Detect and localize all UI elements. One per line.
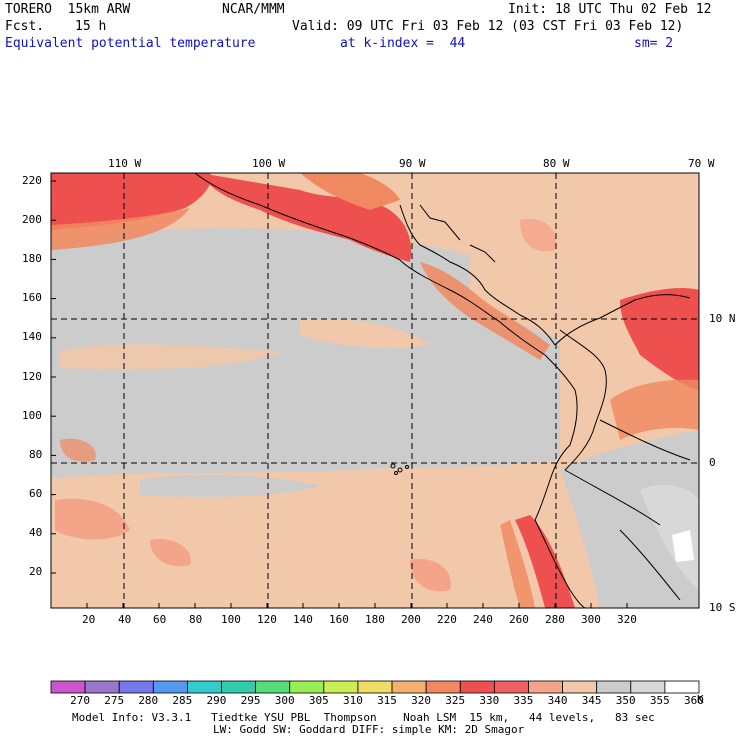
x-tick: 160 (329, 613, 349, 626)
colorbar-level-label: 300 (274, 694, 295, 707)
colorbar-level-label: 280 (138, 694, 159, 707)
colorbar-level-label: 290 (206, 694, 227, 707)
x-tick: 240 (473, 613, 493, 626)
colorbar-swatch (357, 680, 393, 694)
colorbar-level-label: 325 (445, 694, 466, 707)
x-tick: 180 (365, 613, 385, 626)
colorbar-swatch (459, 680, 495, 694)
colorbar-swatch (630, 680, 666, 694)
lon-label-100w: 100 W (252, 157, 286, 170)
colorbar-swatch (596, 680, 632, 694)
colorbar-level-label: 320 (411, 694, 432, 707)
lat-label-10n: 10 N (709, 312, 736, 325)
y-tick: 80 (29, 448, 43, 461)
lon-label-80w: 80 W (543, 157, 570, 170)
field-name: Equivalent potential temperature (5, 36, 256, 51)
x-tick: 20 (82, 613, 96, 626)
init-time: Init: 18 UTC Thu 02 Feb 12 (508, 2, 712, 17)
y-tick: 120 (22, 370, 42, 383)
colorbar-swatch (528, 680, 563, 694)
x-tick: 60 (153, 613, 167, 626)
colorbar-level-label: 310 (342, 694, 363, 707)
colorbar-swatch (562, 680, 598, 694)
y-tick: 160 (22, 291, 42, 304)
y-tick: 200 (22, 213, 42, 226)
center-title: NCAR/MMM (222, 2, 285, 17)
lon-label-110w: 110 W (108, 157, 142, 170)
x-tick: 320 (617, 613, 637, 626)
colorbar-level-label: 335 (513, 694, 534, 707)
colorbar-swatch (152, 680, 188, 694)
colorbar-swatch (391, 680, 427, 694)
y-tick: 180 (22, 252, 42, 265)
colorbar-swatch (84, 680, 120, 694)
model-info: Model Info: V3.3.1 Tiedtke YSU PBL Thomp… (72, 711, 655, 724)
coastlines (194, 173, 691, 608)
y-tick: 20 (29, 565, 43, 578)
colorbar-swatch (221, 680, 257, 694)
x-tick: 200 (401, 613, 421, 626)
x-tick: 80 (189, 613, 203, 626)
colorbar (50, 680, 700, 694)
colorbar-level-label: 295 (240, 694, 261, 707)
colorbar-level-label: 275 (104, 694, 125, 707)
x-tick: 260 (509, 613, 529, 626)
x-tick: 100 (221, 613, 241, 626)
y-tick: 140 (22, 330, 42, 343)
smoothing-info: sm= 2 (634, 36, 674, 51)
theta-e-field (51, 173, 699, 608)
colorbar-swatch (664, 680, 700, 694)
x-tick: 120 (257, 613, 277, 626)
colorbar-swatch (187, 680, 222, 694)
colorbar-level-label: 340 (547, 694, 568, 707)
colorbar-level-label: 305 (308, 694, 329, 707)
x-tick: 220 (437, 613, 457, 626)
colorbar-swatch (255, 680, 291, 694)
colorbar-unit: K (697, 693, 704, 706)
x-tick: 300 (581, 613, 601, 626)
colorbar-swatch (425, 680, 461, 694)
y-tick: 220 (22, 174, 42, 187)
colorbar-level-label: 315 (377, 694, 397, 707)
x-tick: 40 (118, 613, 132, 626)
lon-label-90w: 90 W (399, 157, 426, 170)
y-tick: 40 (29, 526, 43, 539)
valid-time: Valid: 09 UTC Fri 03 Feb 12 (03 CST Fri … (292, 19, 684, 34)
lat-lon-grid (51, 173, 699, 608)
colorbar-swatch (493, 680, 529, 694)
y-tick: 100 (22, 409, 42, 422)
colorbar-level-label: 270 (70, 694, 90, 707)
colorbar-level-label: 355 (649, 694, 670, 707)
colorbar-swatch (50, 680, 86, 694)
colorbar-level-label: 285 (172, 694, 193, 707)
forecast-label: Fcst. (5, 19, 45, 34)
lon-label-70w: 70 W (688, 157, 715, 170)
model-title: TORERO 15km ARW (5, 2, 131, 17)
forecast-hour: 15 h (75, 19, 107, 34)
lat-label-equator: 0 (709, 456, 716, 469)
colorbar-swatch (323, 680, 359, 694)
colorbar-level-label: 345 (581, 694, 602, 707)
colorbar-swatch (118, 680, 154, 694)
colorbar-level-label: 360 (684, 694, 704, 707)
colorbar-level-label: 350 (615, 694, 636, 707)
x-tick: 140 (293, 613, 313, 626)
y-tick: 60 (29, 487, 43, 500)
colorbar-swatch (289, 680, 325, 694)
colorbar-level-label: 330 (479, 694, 500, 707)
level-info: at k-index = 44 (340, 36, 466, 51)
lat-label-10s: 10 S (709, 601, 736, 614)
x-tick: 280 (545, 613, 565, 626)
physics-info: LW: Godd SW: Goddard DIFF: simple KM: 2D… (213, 723, 525, 736)
